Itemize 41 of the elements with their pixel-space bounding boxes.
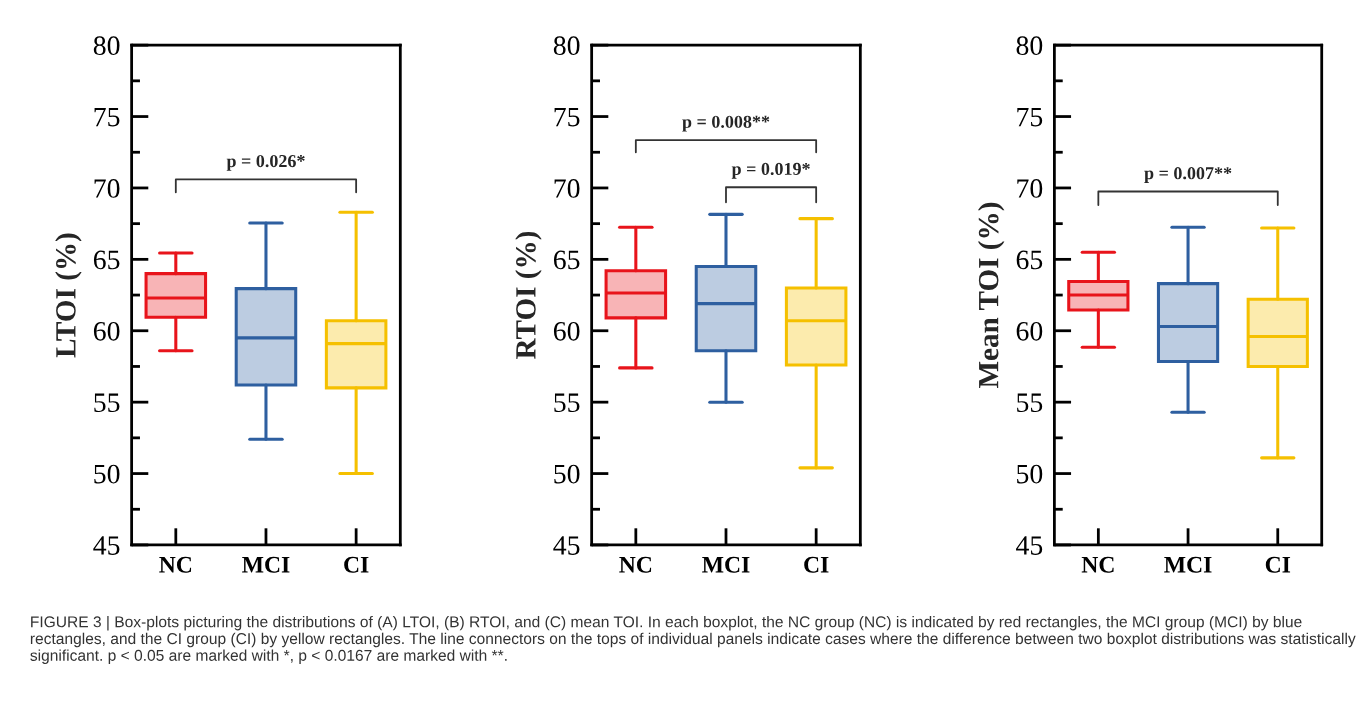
y-tick-label: 65	[553, 250, 580, 270]
y-tick-label: 60	[93, 321, 120, 341]
y-tick-label: 55	[1017, 393, 1043, 413]
y-tick-label: 80	[553, 36, 580, 56]
y-tick-label: 45	[1016, 536, 1043, 555]
y-tick-label: 75	[94, 107, 120, 127]
annotation: p = 0.026*	[226, 154, 305, 171]
annotation: p = 0.007**	[1144, 167, 1232, 183]
x-tick-label: NC	[619, 556, 652, 573]
x-tick-label: CI	[804, 556, 829, 573]
y-tick-label: 65	[1016, 250, 1043, 270]
x-tick-label: NC	[1081, 556, 1114, 573]
y-tick-label: 80	[93, 36, 120, 56]
y-axis-title: RTOI (%)	[515, 231, 542, 360]
y-tick-label: 65	[93, 250, 120, 270]
x-tick-label: CI	[1265, 556, 1291, 573]
y-tick-label: 45	[93, 536, 120, 555]
y-tick-label: 50	[94, 464, 120, 484]
y-tick-label: 70	[1017, 179, 1043, 198]
y-tick-label: 70	[94, 179, 120, 198]
y-tick-label: 70	[554, 179, 580, 198]
y-tick-label: 75	[554, 107, 580, 127]
y-tick-label: 60	[553, 321, 580, 341]
caption: FIGURE 3 | Box-plots picturing the distributions of (A) LTOI, (B) RTOI, and (C) mean TOI. In each boxplot, the NC group (NC) is indicated by red rectangles, the MCI group (MCI) by blue rectangles, and the CI group (CI) by yellow rectangles. The line connectors on the tops of individual panels indicate cases where the difference between two boxplot distributions was statistically significant. p < 0.05 are marked with *, p < 0.0167 are marked with **.	[30, 615, 1356, 664]
x-tick-label: MCI	[702, 556, 750, 573]
x-tick-label: CI	[344, 556, 369, 573]
y-tick-label: 60	[1016, 321, 1043, 341]
x-tick-label: MCI	[242, 556, 290, 573]
y-tick-label: 45	[553, 536, 580, 555]
y-tick-label: 55	[554, 393, 580, 413]
y-tick-label: 80	[1016, 36, 1043, 56]
x-tick-label: NC	[159, 556, 192, 573]
x-tick-label: MCI	[1164, 556, 1212, 573]
y-tick-label: 55	[94, 393, 120, 413]
y-tick-label: 50	[554, 464, 580, 484]
y-tick-label: 50	[1017, 464, 1043, 484]
y-tick-label: 75	[1017, 107, 1043, 127]
annotation: p = 0.019*	[731, 162, 810, 179]
y-axis-title: LTOI (%)	[55, 233, 82, 358]
y-axis-title: Mean TOI (%)	[977, 202, 1005, 389]
annotation: p = 0.008**	[682, 115, 770, 132]
